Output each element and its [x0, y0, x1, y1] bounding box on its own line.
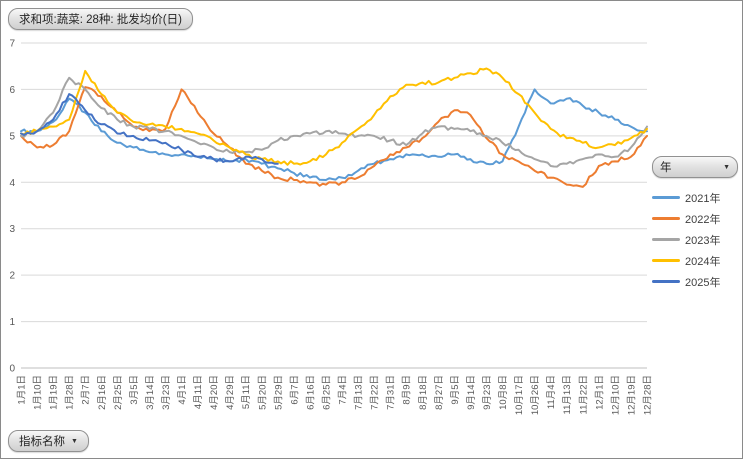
series-line-2024年 [20, 67, 648, 166]
y-axis-tick-label: 1 [9, 317, 15, 328]
x-axis-tick-label: 7月4日 [338, 375, 349, 405]
legend-item-2022年: 2022年 [652, 208, 738, 229]
y-axis-tick-label: 6 [9, 85, 15, 96]
x-axis-tick-label: 6月7日 [289, 375, 300, 405]
series-line-2025年 [20, 93, 279, 165]
legend-item-2023年: 2023年 [652, 229, 738, 250]
legend-swatch-icon [652, 217, 680, 220]
legend-item-2025年: 2025年 [652, 271, 738, 292]
legend-swatch-icon [652, 196, 680, 199]
x-axis-tick-label: 1月28日 [65, 375, 76, 410]
legend-items: 2021年 2022年 2023年 2024年 2025年 [652, 187, 738, 292]
x-axis-tick-label: 9月14日 [466, 375, 477, 410]
y-axis-tick-label: 2 [9, 271, 15, 282]
x-axis-tick-label: 6月16日 [305, 375, 316, 410]
x-axis-tick-label: 1月19日 [49, 375, 60, 410]
x-axis-tick-label: 5月11日 [241, 375, 252, 409]
x-axis-tick-label: 4月1日 [177, 375, 188, 405]
axis-field-button[interactable]: 指标名称 ▼ [8, 430, 89, 452]
x-axis-tick-label: 3月23日 [161, 375, 172, 410]
legend-label: 2022年 [685, 213, 721, 226]
legend-label: 2024年 [685, 255, 721, 268]
legend-item-2024年: 2024年 [652, 250, 738, 271]
x-axis-tick-label: 10月26日 [530, 375, 541, 415]
x-axis-tick-label: 1月10日 [33, 375, 44, 410]
x-axis-tick-label: 8月9日 [402, 375, 413, 405]
series-line-2022年 [20, 86, 648, 188]
x-axis-tick-label: 4月11日 [193, 375, 204, 409]
x-axis-tick-label: 9月23日 [482, 375, 493, 410]
x-axis-tick-label: 10月8日 [498, 375, 509, 410]
x-axis-tick-label: 2月16日 [97, 375, 108, 410]
y-axis-tick-label: 4 [9, 178, 15, 189]
axis-field-label: 指标名称 [19, 436, 65, 448]
x-axis-tick-label: 1月1日 [17, 375, 28, 405]
y-axis-tick-label: 7 [9, 39, 15, 50]
x-axis-tick-label: 8月18日 [418, 375, 429, 410]
legend-swatch-icon [652, 280, 680, 283]
value-field-label: 求和项:蔬菜: 28种: 批发均价(日) [19, 14, 182, 26]
x-axis-tick-label: 4月29日 [225, 375, 236, 410]
x-axis-tick-label: 9月5日 [450, 375, 461, 405]
x-axis-tick-label: 6月25日 [321, 375, 332, 410]
x-axis-tick-label: 11月22日 [578, 375, 589, 414]
chevron-down-icon: ▼ [723, 163, 730, 171]
x-axis-tick-label: 7月31日 [386, 375, 397, 410]
x-axis-tick-label: 3月14日 [145, 375, 156, 410]
x-axis-tick-label: 10月17日 [514, 375, 525, 415]
x-axis-tick-label: 4月20日 [209, 375, 220, 410]
legend-swatch-icon [652, 259, 680, 262]
x-axis-tick-label: 7月13日 [354, 375, 365, 410]
legend-label: 2021年 [685, 192, 721, 205]
x-axis-tick-label: 2月25日 [113, 375, 124, 410]
x-axis-tick-label: 12月10日 [610, 375, 621, 415]
legend-label: 2023年 [685, 234, 721, 247]
x-axis-tick-label: 12月28日 [643, 375, 654, 415]
y-axis-tick-label: 0 [9, 364, 15, 375]
y-axis-tick-label: 3 [9, 224, 15, 235]
legend-swatch-icon [652, 238, 680, 241]
x-axis-tick-label: 11月13日 [562, 375, 573, 414]
x-axis-tick-label: 2月7日 [81, 375, 92, 405]
x-axis-tick-label: 5月29日 [273, 375, 284, 410]
chart-legend: 年 ▼ 2021年 2022年 2023年 2024年 2025年 [652, 156, 738, 292]
x-axis-tick-label: 3月5日 [129, 375, 140, 405]
legend-label: 2025年 [685, 276, 721, 289]
x-axis-tick-label: 12月1日 [594, 375, 605, 410]
series-line-2023年 [20, 76, 648, 168]
y-axis-tick-label: 5 [9, 131, 15, 142]
legend-item-2021年: 2021年 [652, 187, 738, 208]
x-axis-tick-label: 7月22日 [370, 375, 381, 410]
chevron-down-icon: ▼ [71, 437, 78, 445]
legend-field-button[interactable]: 年 ▼ [652, 156, 738, 178]
legend-field-label: 年 [660, 162, 672, 174]
series-line-2021年 [20, 88, 648, 181]
x-axis-tick-label: 8月27日 [434, 375, 445, 410]
x-axis-tick-label: 11月4日 [546, 375, 557, 409]
x-axis-tick-label: 5月20日 [257, 375, 268, 410]
value-field-button[interactable]: 求和项:蔬菜: 28种: 批发均价(日) [8, 8, 193, 30]
x-axis-tick-label: 12月19日 [626, 375, 637, 415]
